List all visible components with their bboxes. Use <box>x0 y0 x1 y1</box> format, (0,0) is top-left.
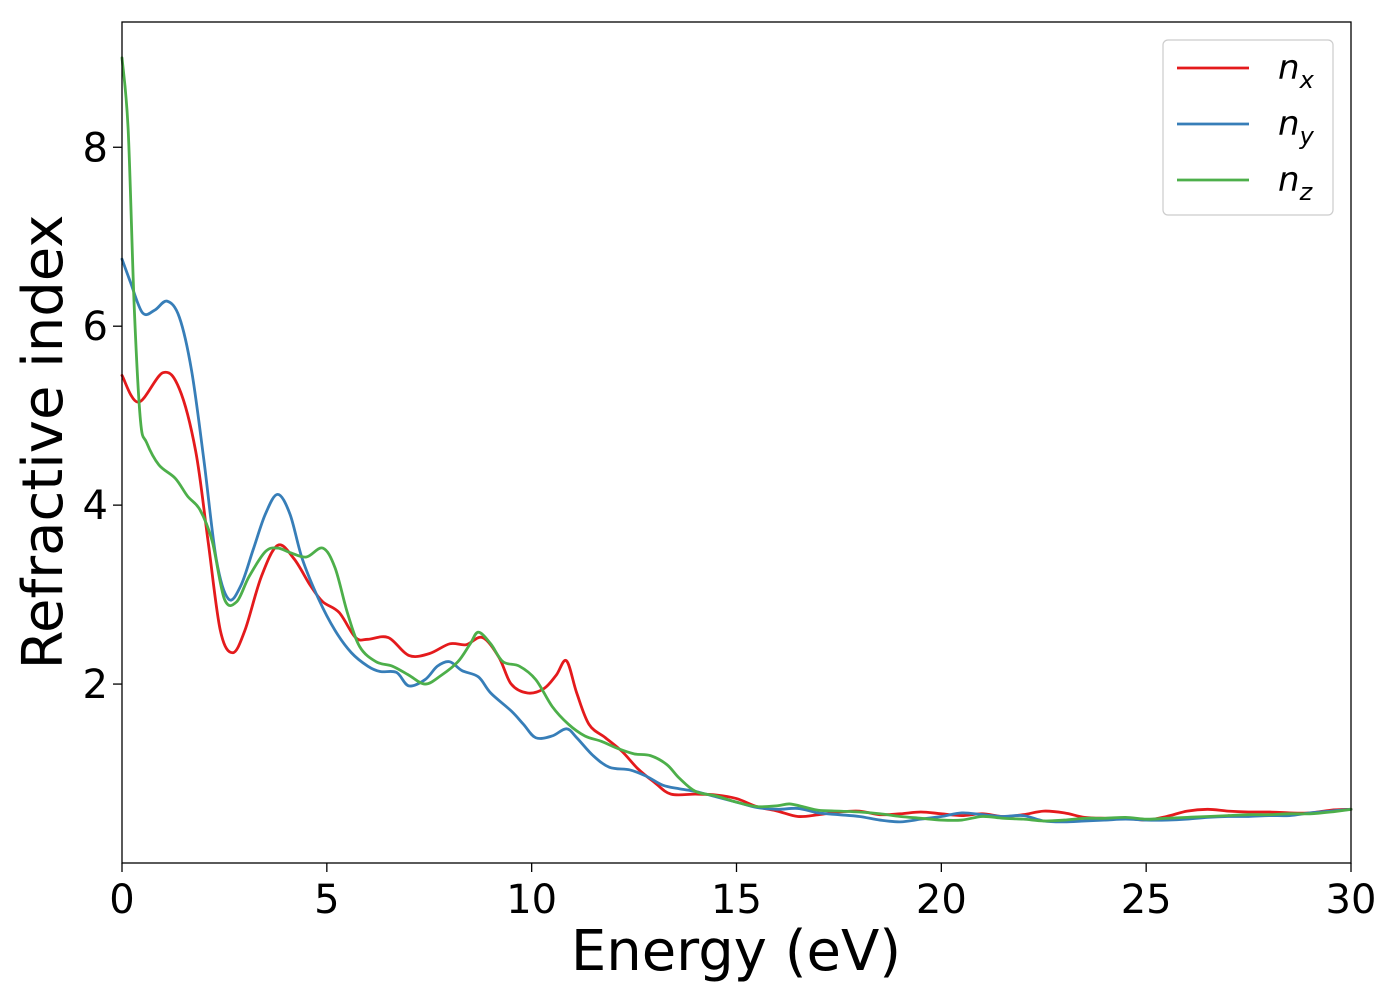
y-tick-label: 8 <box>83 125 108 171</box>
legend-label-z: nz <box>1278 160 1314 206</box>
legend-label-y: ny <box>1278 104 1315 150</box>
series-line-y <box>120 257 1353 824</box>
x-axis-label: Energy (eV) <box>571 919 901 984</box>
legend: nx ny nz <box>1162 39 1334 216</box>
series-line-z <box>120 56 1353 823</box>
y-tick-label: 2 <box>83 662 108 708</box>
x-axis: 0 5 10 15 20 25 30 <box>109 863 1376 923</box>
x-tick-label: 25 <box>1121 877 1172 923</box>
y-tick-label: 6 <box>83 304 108 350</box>
x-tick-label: 0 <box>109 877 134 923</box>
x-tick-label: 30 <box>1326 877 1377 923</box>
y-tick-label: 4 <box>83 483 108 529</box>
x-tick-label: 20 <box>916 877 967 923</box>
legend-box <box>1162 39 1334 216</box>
legend-label-x: nx <box>1278 48 1315 94</box>
plot-background <box>122 22 1351 863</box>
x-tick-label: 10 <box>506 877 557 923</box>
y-axis-label: Refractive index <box>11 215 76 670</box>
x-tick-label: 5 <box>314 877 339 923</box>
y-axis: 2 4 6 8 <box>83 125 122 708</box>
x-tick-label: 15 <box>711 877 762 923</box>
series-layer <box>120 56 1353 824</box>
